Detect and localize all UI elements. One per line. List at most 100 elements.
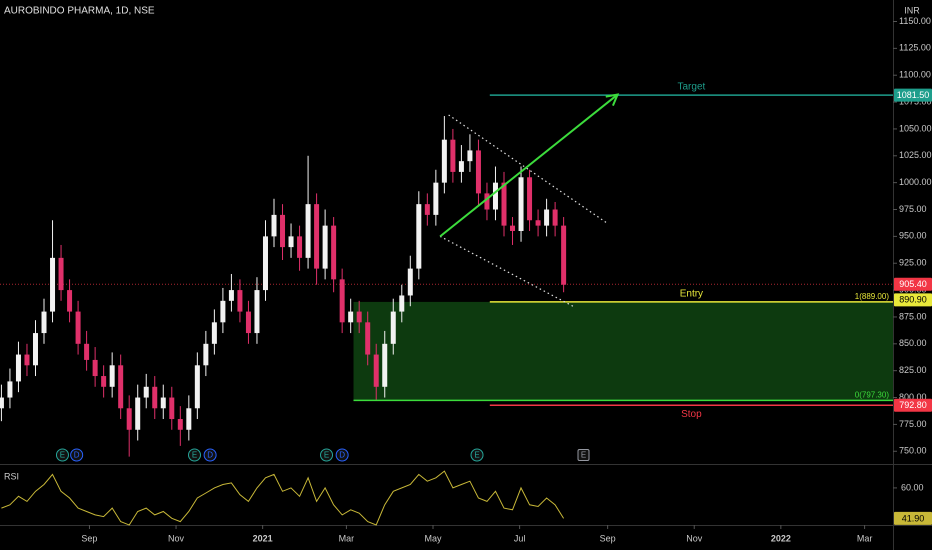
candle-body: [92, 359, 98, 377]
candle-body: [203, 343, 209, 366]
currency: INR: [904, 5, 920, 15]
candle-body: [475, 150, 481, 194]
candle-body: [262, 236, 268, 291]
event-marker: [188, 448, 202, 462]
candle-body: [126, 408, 132, 430]
price-label-box: [894, 293, 932, 307]
level-label: 0(797.30): [855, 391, 890, 400]
arrow-line: [439, 93, 619, 238]
candle-body: [118, 365, 124, 409]
chart-title: AUROBINDO PHARMA, 1D, NSE: [4, 6, 155, 17]
event-label: E: [324, 451, 329, 460]
candle-body: [297, 236, 303, 258]
event-marker: [577, 449, 590, 461]
candle-body: [186, 408, 192, 430]
y-tick-label: 875.00: [899, 311, 927, 321]
candle-body: [450, 139, 456, 172]
event-label: E: [474, 451, 479, 460]
price-label-box: [894, 277, 932, 291]
candle-body: [41, 311, 47, 334]
x-tick-label: Nov: [168, 533, 185, 543]
candle-body: [50, 257, 56, 312]
price-label: 1081.50: [897, 90, 930, 100]
candle-body: [433, 182, 439, 215]
y-tick-label: 800.00: [899, 392, 927, 402]
candle-body: [365, 322, 371, 355]
x-tick-label: Sep: [600, 533, 616, 543]
rsi-last-label-box: [894, 511, 932, 525]
event-label: E: [192, 451, 197, 460]
candle-body: [527, 177, 533, 221]
candle-body: [280, 214, 286, 248]
y-tick-label: 1100.00: [899, 70, 931, 80]
event-marker: [335, 448, 349, 462]
entry-zone: [353, 301, 893, 401]
candle-body: [535, 220, 541, 226]
event-label: D: [339, 451, 345, 460]
candle-body: [169, 397, 175, 420]
x-tick-label: 2022: [771, 533, 791, 543]
event-marker: [320, 448, 334, 462]
y-tick-label: 1150.00: [899, 16, 931, 26]
x-tick-label: May: [425, 533, 443, 543]
candle-body: [177, 419, 183, 430]
x-tick-label: Jul: [514, 533, 526, 543]
x-tick-label: Mar: [857, 533, 873, 543]
price-label: 792.80: [899, 400, 927, 410]
candle-body: [484, 193, 490, 210]
level-label: 1(889.00): [855, 292, 890, 301]
candle-body: [399, 295, 405, 312]
candle-body: [314, 204, 320, 269]
level-name: Target: [678, 82, 706, 93]
candle-body: [135, 397, 141, 430]
candle-body: [561, 225, 567, 285]
candle-body: [271, 214, 277, 237]
candle-body: [160, 397, 166, 409]
y-tick-label: 850.00: [899, 338, 927, 348]
event-label: D: [207, 451, 213, 460]
candle-body: [143, 386, 149, 398]
candle-body: [245, 311, 251, 334]
x-tick-label: Mar: [339, 533, 355, 543]
event-marker: [55, 448, 69, 462]
candle-body: [32, 333, 38, 366]
candle-body: [492, 182, 498, 210]
candle-body: [288, 236, 294, 248]
candle-body: [339, 279, 345, 323]
rsi-line: [1, 470, 565, 526]
candle-body: [101, 376, 107, 387]
event-label: D: [74, 451, 80, 460]
candle-body: [467, 150, 473, 162]
candle-body: [7, 381, 13, 398]
price-label: 890.90: [899, 295, 927, 305]
rsi-last-label: 41.90: [902, 513, 925, 523]
candle-body: [194, 365, 200, 409]
candle-body: [152, 386, 158, 409]
candle-body: [544, 209, 550, 226]
candle-body: [0, 397, 4, 409]
y-tick-label: 1025.00: [899, 150, 932, 160]
y-tick-label: 1000.00: [899, 177, 932, 187]
candle-body: [510, 225, 516, 231]
candle-body: [109, 365, 115, 387]
price-label: 905.40: [899, 279, 927, 289]
candle-body: [458, 161, 464, 172]
candle-body: [24, 354, 30, 366]
candle-body: [416, 204, 422, 269]
event-label: E: [60, 451, 65, 460]
candle-body: [348, 311, 354, 323]
candle-body: [407, 268, 413, 296]
price-label-box: [894, 88, 932, 102]
candle-body: [220, 300, 226, 323]
arrow-head: [605, 93, 620, 107]
y-tick-label: 750.00: [899, 446, 927, 456]
candle-body: [305, 204, 311, 258]
y-tick-label: 975.00: [899, 204, 927, 214]
candle-body: [322, 225, 328, 269]
y-tick-label: 825.00: [899, 365, 927, 375]
x-tick-label: Nov: [686, 533, 703, 543]
event-label: E: [581, 451, 586, 460]
candle-body: [356, 311, 362, 323]
